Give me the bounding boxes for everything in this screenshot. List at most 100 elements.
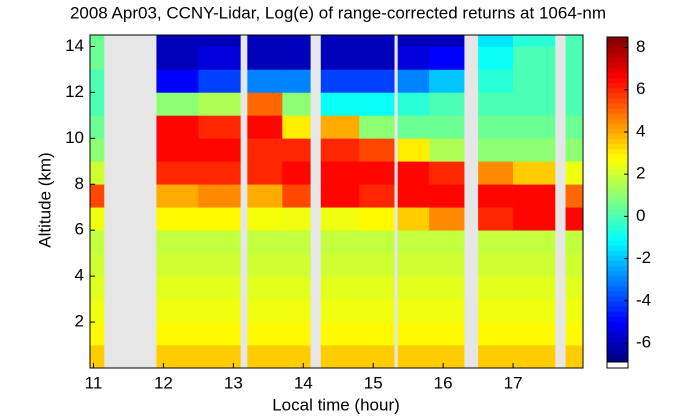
heatmap-cell bbox=[320, 230, 360, 254]
heatmap-cell bbox=[247, 46, 283, 70]
colorbar-swatch bbox=[607, 97, 628, 104]
heatmap-cell bbox=[282, 322, 311, 346]
heatmap-cell bbox=[282, 230, 311, 254]
colorbar-swatch bbox=[607, 280, 628, 287]
heatmap-cell bbox=[156, 345, 199, 369]
heatmap-cell bbox=[478, 69, 514, 93]
heatmap-cell bbox=[397, 184, 430, 208]
colorbar-tick-label: 8 bbox=[636, 37, 645, 56]
heatmap-cell bbox=[429, 92, 465, 116]
heatmap-cell bbox=[198, 184, 241, 208]
heatmap-cell bbox=[156, 161, 199, 185]
heatmap-cell bbox=[397, 92, 430, 116]
heatmap-cell bbox=[565, 230, 584, 254]
heatmap-cell bbox=[513, 322, 556, 346]
chart-title: 2008 Apr03, CCNY-Lidar, Log(e) of range-… bbox=[70, 3, 606, 22]
heatmap-cell bbox=[282, 207, 311, 231]
heatmap-cell bbox=[320, 184, 360, 208]
heatmap-cell bbox=[247, 345, 283, 369]
heatmap-cell bbox=[90, 322, 105, 346]
heatmap-cell bbox=[90, 69, 105, 93]
heatmap-cell bbox=[90, 299, 105, 323]
heatmap-cell bbox=[429, 35, 465, 47]
heatmap-cell bbox=[247, 161, 283, 185]
heatmap-cell bbox=[198, 115, 241, 139]
colorbar-swatch bbox=[607, 52, 628, 58]
heatmap-cell bbox=[320, 345, 360, 369]
colorbar-tick-label: -2 bbox=[636, 248, 651, 267]
heatmap-cell bbox=[359, 35, 395, 47]
heatmap-cell bbox=[90, 276, 105, 300]
colorbar-swatch bbox=[607, 331, 628, 338]
heatmap-cell bbox=[359, 138, 395, 162]
colorbar-tick-label: 4 bbox=[636, 121, 645, 140]
heatmap-cell bbox=[198, 46, 241, 70]
heatmap-cell bbox=[320, 92, 360, 116]
colorbar-swatch bbox=[607, 341, 628, 348]
heatmap-cell bbox=[247, 322, 283, 346]
colorbar-tick-label: 6 bbox=[636, 79, 645, 98]
heatmap-cell bbox=[156, 115, 199, 139]
colorbar-swatch bbox=[607, 72, 628, 79]
colorbar-swatch bbox=[607, 260, 628, 267]
heatmap-cell bbox=[397, 230, 430, 254]
heatmap-cell bbox=[429, 322, 465, 346]
heatmap-cell bbox=[320, 322, 360, 346]
heatmap-cell bbox=[429, 230, 465, 254]
colorbar-swatch bbox=[607, 275, 628, 282]
heatmap-cell bbox=[429, 345, 465, 369]
colorbar-swatch bbox=[607, 235, 628, 241]
heatmap-cell bbox=[478, 184, 514, 208]
heatmap-cell bbox=[513, 138, 556, 162]
heatmap-cell bbox=[247, 207, 283, 231]
colorbar-swatch bbox=[607, 240, 628, 246]
colorbar-swatch bbox=[607, 189, 628, 195]
heatmap-cell bbox=[90, 253, 105, 277]
heatmap-cell bbox=[247, 69, 283, 93]
heatmap-cell bbox=[565, 253, 584, 277]
heatmap-cell bbox=[198, 276, 241, 300]
colorbar-swatch bbox=[607, 67, 628, 74]
heatmap-cell bbox=[359, 115, 395, 139]
heatmap-cell bbox=[320, 276, 360, 300]
x-tick-label: 15 bbox=[364, 373, 383, 392]
heatmap-cell bbox=[156, 276, 199, 300]
heatmap-cell bbox=[359, 69, 395, 93]
heatmap-cell bbox=[320, 299, 360, 323]
colorbar-swatch bbox=[607, 163, 628, 170]
heatmap-cell bbox=[247, 276, 283, 300]
heatmap-cell bbox=[565, 46, 584, 70]
heatmap-cell bbox=[90, 207, 105, 231]
heatmap-cell bbox=[359, 253, 395, 277]
x-tick-label: 11 bbox=[85, 373, 103, 392]
colorbar-swatch bbox=[607, 295, 628, 302]
heatmap-cells bbox=[90, 35, 584, 369]
heatmap-cell bbox=[320, 69, 360, 93]
heatmap-cell bbox=[198, 69, 241, 93]
heatmap-cell bbox=[90, 230, 105, 254]
heatmap-cell bbox=[478, 35, 514, 47]
heatmap-cell bbox=[478, 161, 514, 185]
x-axis-label: Local time (hour) bbox=[272, 395, 400, 414]
heatmap-cell bbox=[478, 207, 514, 231]
colorbar-swatch bbox=[607, 229, 628, 236]
heatmap-cell bbox=[247, 184, 283, 208]
y-tick-label: 12 bbox=[65, 82, 84, 101]
heatmap-cell bbox=[282, 35, 311, 47]
heatmap-cell bbox=[359, 184, 395, 208]
heatmap-cell bbox=[282, 92, 311, 116]
heatmap-cell bbox=[247, 92, 283, 116]
heatmap-cell bbox=[247, 35, 283, 47]
heatmap-cell bbox=[429, 46, 465, 70]
heatmap-cell bbox=[90, 138, 105, 162]
heatmap-cell bbox=[565, 115, 584, 139]
heatmap-cell bbox=[198, 299, 241, 323]
heatmap-cell bbox=[247, 115, 283, 139]
heatmap-cell bbox=[198, 207, 241, 231]
heatmap-cell bbox=[513, 184, 556, 208]
heatmap-cell bbox=[397, 322, 430, 346]
colorbar-swatch bbox=[607, 47, 628, 53]
heatmap-cell bbox=[282, 253, 311, 277]
colorbar-swatch bbox=[607, 143, 628, 150]
heatmap-cell bbox=[359, 161, 395, 185]
